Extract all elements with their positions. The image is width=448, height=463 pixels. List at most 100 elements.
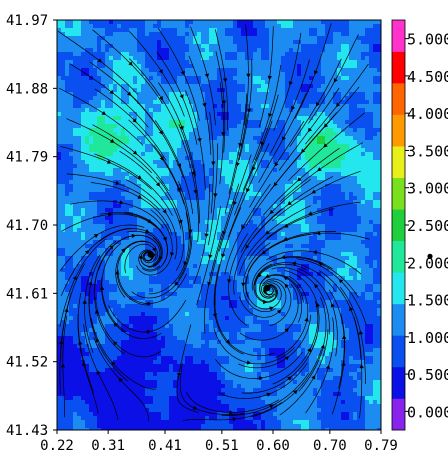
heatmap-cell bbox=[329, 156, 334, 161]
heatmap-cell bbox=[285, 136, 290, 141]
heatmap-cell bbox=[73, 28, 78, 33]
heatmap-cell bbox=[85, 84, 90, 89]
heatmap-cell bbox=[273, 248, 278, 253]
heatmap-cell bbox=[237, 204, 242, 209]
heatmap-field bbox=[57, 20, 381, 430]
heatmap-cell bbox=[101, 216, 106, 221]
heatmap-cell bbox=[73, 40, 78, 45]
heatmap-cell bbox=[229, 232, 234, 237]
heatmap-cell bbox=[329, 244, 334, 249]
heatmap-cell bbox=[109, 208, 114, 213]
heatmap-cell bbox=[249, 176, 254, 181]
heatmap-cell bbox=[261, 96, 266, 101]
heatmap-cell bbox=[117, 176, 122, 181]
heatmap-cell bbox=[89, 172, 94, 177]
heatmap-cell bbox=[121, 136, 126, 141]
heatmap-cell bbox=[325, 32, 330, 37]
heatmap-cell bbox=[349, 40, 354, 45]
heatmap-cell bbox=[157, 44, 162, 49]
heatmap-cell bbox=[257, 184, 262, 189]
heatmap-cell bbox=[217, 180, 222, 185]
heatmap-cell bbox=[149, 36, 154, 41]
heatmap-cell bbox=[333, 52, 338, 57]
heatmap-cell bbox=[93, 216, 98, 221]
heatmap-cell bbox=[173, 260, 178, 265]
heatmap-cell bbox=[333, 172, 338, 177]
heatmap-cell bbox=[261, 56, 266, 61]
heatmap-cell bbox=[277, 136, 282, 141]
heatmap-cell bbox=[333, 44, 338, 49]
heatmap-cell bbox=[345, 172, 350, 177]
heatmap-cell bbox=[141, 28, 146, 33]
heatmap-cell bbox=[277, 64, 282, 69]
heatmap-cell bbox=[89, 160, 94, 165]
heatmap-cell bbox=[173, 252, 178, 257]
heatmap-cell bbox=[269, 104, 274, 109]
heatmap-cell bbox=[333, 244, 338, 249]
heatmap-cell bbox=[241, 184, 246, 189]
heatmap-cell bbox=[133, 152, 138, 157]
heatmap-cell bbox=[101, 176, 106, 181]
heatmap-cell bbox=[305, 152, 310, 157]
heatmap-cell bbox=[165, 144, 170, 149]
heatmap-cell bbox=[145, 188, 150, 193]
heatmap-cell bbox=[177, 44, 182, 49]
heatmap-cell bbox=[193, 128, 198, 133]
heatmap-cell bbox=[225, 56, 230, 61]
heatmap-cell bbox=[233, 124, 238, 129]
heatmap-cell bbox=[297, 120, 302, 125]
heatmap-cell bbox=[229, 112, 234, 117]
heatmap-cell bbox=[57, 88, 62, 93]
heatmap-cell bbox=[77, 212, 82, 217]
heatmap-cell bbox=[281, 92, 286, 97]
heatmap-cell bbox=[369, 48, 374, 53]
heatmap-cell bbox=[129, 208, 134, 213]
heatmap-cell bbox=[69, 32, 74, 37]
heatmap-cell bbox=[153, 136, 158, 141]
heatmap-cell bbox=[165, 240, 170, 245]
heatmap-cell bbox=[169, 28, 174, 33]
heatmap-cell bbox=[101, 140, 106, 145]
heatmap-cell bbox=[89, 68, 94, 73]
heatmap-cell bbox=[341, 108, 346, 113]
heatmap-cell bbox=[321, 216, 326, 221]
heatmap-cell bbox=[329, 172, 334, 177]
heatmap-cell bbox=[297, 52, 302, 57]
heatmap-cell bbox=[105, 124, 110, 129]
heatmap-cell bbox=[145, 128, 150, 133]
heatmap-cell bbox=[329, 252, 334, 257]
heatmap-cell bbox=[193, 204, 198, 209]
heatmap-cell bbox=[169, 256, 174, 261]
heatmap-cell bbox=[101, 132, 106, 137]
heatmap-cell bbox=[117, 220, 122, 225]
heatmap-cell bbox=[325, 108, 330, 113]
heatmap-cell bbox=[93, 112, 98, 117]
heatmap-cell bbox=[373, 96, 378, 101]
heatmap-cell bbox=[97, 104, 102, 109]
heatmap-cell bbox=[73, 224, 78, 229]
heatmap-cell bbox=[73, 112, 78, 117]
heatmap-cell bbox=[221, 52, 226, 57]
heatmap-cell bbox=[153, 64, 158, 69]
heatmap-cell bbox=[293, 92, 298, 97]
heatmap-cell bbox=[281, 44, 286, 49]
heatmap-cell bbox=[73, 208, 78, 213]
heatmap-cell bbox=[193, 88, 198, 93]
heatmap-cell bbox=[253, 60, 258, 65]
heatmap-cell bbox=[113, 180, 118, 185]
heatmap-cell bbox=[365, 172, 370, 177]
heatmap-cell bbox=[289, 232, 294, 237]
heatmap-cell bbox=[105, 96, 110, 101]
heatmap-cell bbox=[349, 244, 354, 249]
heatmap-cell bbox=[317, 40, 322, 45]
heatmap-cell bbox=[333, 84, 338, 89]
heatmap-cell bbox=[177, 248, 182, 253]
heatmap-cell bbox=[377, 216, 381, 221]
heatmap-cell bbox=[261, 152, 266, 157]
heatmap-cell bbox=[173, 72, 178, 77]
heatmap-cell bbox=[109, 32, 114, 37]
heatmap-cell bbox=[337, 192, 342, 197]
heatmap-cell bbox=[201, 256, 206, 261]
heatmap-cell bbox=[125, 132, 130, 137]
heatmap-cell bbox=[233, 176, 238, 181]
